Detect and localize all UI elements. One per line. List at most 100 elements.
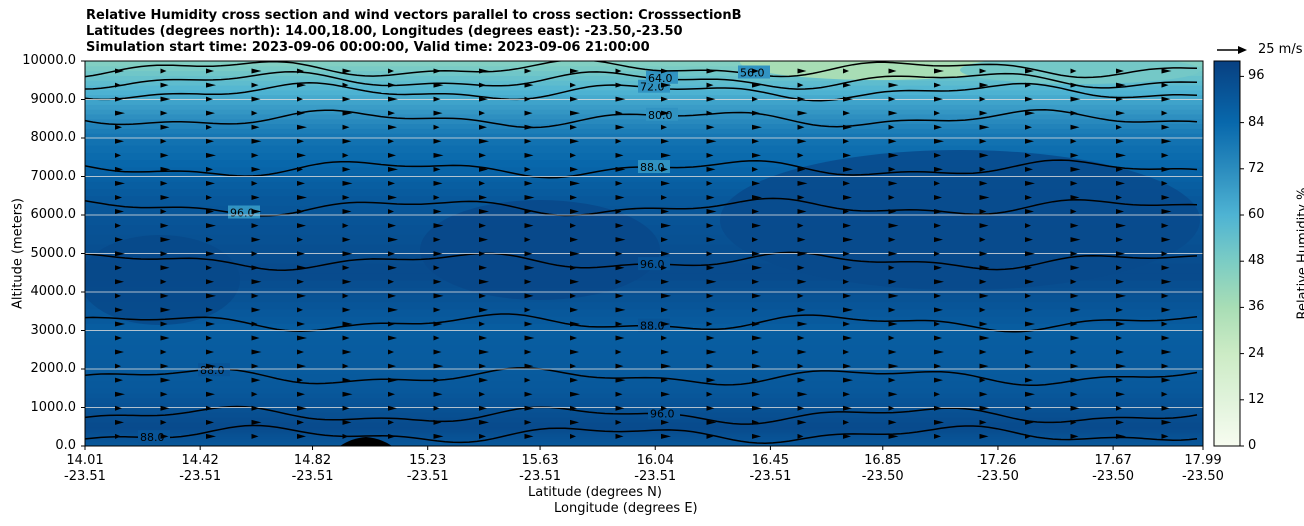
wind-vector (524, 237, 531, 243)
wind-vector (1161, 96, 1171, 102)
wind-vector (297, 279, 304, 285)
wind-vector (115, 138, 124, 144)
wind-vector (479, 335, 487, 341)
wind-vector (661, 110, 670, 116)
wind-vector (1025, 307, 1033, 313)
wind-vector (251, 405, 260, 411)
y-tick-label: 2000.0 (30, 361, 77, 376)
wind-vector (706, 419, 717, 425)
wind-vector (570, 405, 577, 411)
wind-vector (888, 82, 899, 88)
wind-vector (251, 335, 260, 341)
x-tick-label: 14.82 -23.51 (291, 453, 334, 484)
wind-vector (752, 124, 762, 130)
wind-vector (979, 377, 986, 383)
wind-vector (297, 391, 305, 397)
wind-vector (797, 335, 805, 341)
wind-vector (297, 405, 307, 411)
wind-vector (524, 433, 534, 439)
wind-vector (115, 237, 123, 243)
wind-vector (752, 138, 759, 144)
wind-vector (479, 237, 488, 243)
wind-vector (661, 349, 669, 355)
wind-vector (115, 349, 124, 355)
wind-vector (706, 110, 713, 116)
wind-vector (433, 209, 442, 215)
wind-vector (979, 138, 987, 144)
wind-vector (342, 209, 352, 215)
wind-vector (752, 335, 762, 341)
wind-vector (797, 349, 807, 355)
wind-vector (1025, 419, 1034, 425)
wind-vector (570, 265, 577, 271)
wind-vector (752, 110, 760, 116)
colorbar-tick-label: 72 (1248, 160, 1265, 176)
wind-vector (1070, 321, 1078, 327)
wind-vector (934, 152, 941, 158)
humidity-band (85, 174, 1203, 182)
wind-vector (433, 68, 442, 74)
wind-vector (251, 82, 259, 88)
wind-vector (934, 124, 942, 130)
wind-vector (1070, 433, 1079, 439)
wind-vector (934, 180, 940, 186)
wind-vector (342, 82, 349, 88)
wind-vector (615, 335, 625, 341)
wind-vector (433, 307, 441, 313)
wind-vector (706, 293, 714, 299)
wind-vector (888, 265, 895, 271)
wind-vector (888, 279, 897, 285)
humidity-band (85, 109, 1203, 115)
wind-vector (479, 152, 486, 158)
y-axis-ticks (81, 60, 85, 447)
wind-vector (433, 377, 441, 383)
wind-vector (934, 293, 941, 299)
wind-vector (979, 265, 990, 271)
wind-vector (206, 363, 216, 369)
wind-vector (297, 377, 303, 383)
wind-vector (570, 349, 579, 355)
wind-vector (979, 68, 987, 74)
wind-vector (661, 265, 667, 271)
wind-vector (1025, 251, 1035, 257)
humidity-band (85, 388, 1203, 394)
wind-vector (615, 293, 624, 299)
humidity-band (85, 330, 1203, 339)
wind-vector (115, 307, 123, 313)
wind-vector (1070, 237, 1081, 243)
wind-vector (888, 349, 897, 355)
wind-vector (979, 209, 987, 215)
wind-vector (1070, 419, 1077, 425)
wind-vector (297, 293, 306, 299)
humidity-band (85, 441, 1203, 445)
x-tick-label: 17.67 -23.50 (1092, 453, 1135, 484)
wind-vector (661, 377, 668, 383)
humidity-band (85, 433, 1203, 437)
y-tick-label: 1000.0 (30, 399, 77, 415)
humidity-band (85, 308, 1203, 317)
wind-vector (888, 405, 895, 411)
wind-vector (1025, 377, 1033, 383)
humidity-band (85, 145, 1203, 153)
wind-vector (843, 363, 851, 369)
wind-vector (206, 138, 214, 144)
wind-vector (524, 335, 535, 341)
wind-vector (433, 166, 441, 172)
wind-vector (297, 265, 307, 271)
contour-label: 88.0 (640, 320, 665, 333)
wind-vector (752, 419, 759, 425)
wind-vector (388, 180, 395, 186)
wind-vector (570, 391, 580, 397)
wind-vector (160, 377, 171, 383)
wind-vector (297, 124, 307, 130)
wind-vector (661, 166, 668, 172)
wind-vector (206, 307, 213, 313)
wind-vector (1161, 349, 1172, 355)
wind-vector (1070, 96, 1081, 102)
wind-vector (706, 363, 714, 369)
wind-vector (888, 321, 898, 327)
wind-vector (160, 138, 167, 144)
wind-vector (888, 391, 898, 397)
wind-vector (888, 110, 898, 116)
wind-vector (251, 321, 258, 327)
